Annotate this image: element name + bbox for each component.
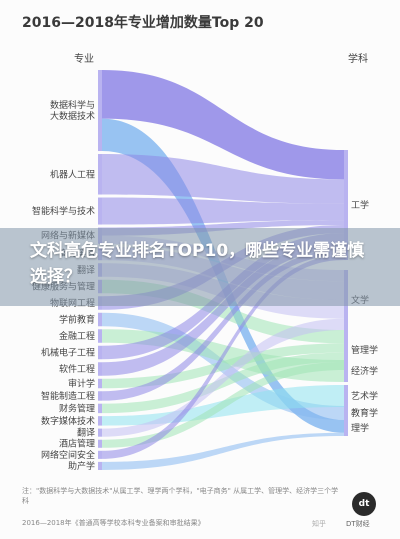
source-node-bar: [98, 345, 102, 360]
right-column-header: 学科: [348, 54, 368, 65]
chart-note: 注："数据科学与大数据技术"从属工学、理学两个学科，"电子商务" 从属工学、管理…: [22, 487, 339, 505]
source-node-label: 金融工程: [59, 330, 95, 342]
target-node-bar: [344, 330, 348, 370]
flow-link: [102, 241, 344, 376]
source-node-label: 数字媒体技术: [41, 415, 95, 427]
source-node-label: 财务管理: [59, 402, 95, 414]
source-node-bar: [98, 329, 102, 343]
flow-link: [102, 318, 344, 437]
flow-link: [102, 70, 344, 180]
target-node-bar: [344, 385, 348, 407]
source-node-label: 机械电子工程: [41, 347, 95, 359]
brand-logo-icon: dt: [352, 492, 376, 516]
flow-link: [102, 154, 344, 204]
source-node-label: 智能制造工程: [41, 390, 95, 402]
source-node-bar: [98, 197, 102, 225]
source-node-label: 翻译: [77, 428, 95, 439]
source-node-bar: [98, 362, 102, 376]
source-node-bar: [98, 461, 102, 470]
headline-banner: [0, 228, 400, 306]
flow-link: [102, 249, 344, 401]
flow-link: [102, 255, 344, 459]
source-node-bar: [98, 403, 102, 414]
source-node-bar: [98, 391, 102, 401]
flow-link: [102, 197, 344, 225]
source-node-label: 机器人工程: [50, 168, 95, 180]
source-node-bar: [98, 450, 102, 459]
target-node-bar: [344, 406, 348, 420]
target-node-label: 工学: [351, 199, 369, 211]
source-node-label: 网络空间安全: [41, 449, 95, 461]
headline-text: 文科高危专业排名TOP10，哪些专业需谨慎选择？: [30, 241, 365, 287]
chart-title: 2016—2018年专业增加数量Top 20: [22, 15, 264, 31]
source-node-bar: [98, 378, 102, 389]
target-node-label: 艺术学: [351, 390, 378, 402]
source-node-bar: [98, 428, 102, 437]
target-node-bar: [344, 420, 348, 436]
target-node-label: 理学: [351, 422, 369, 434]
source-node-label: 数据科学与大数据技术: [50, 99, 95, 122]
source-node-label: 酒店管理: [59, 438, 95, 450]
source-node-label: 智能科学与技术: [32, 205, 95, 217]
source-node-bar: [98, 416, 102, 426]
brand-logo-label: DT财经: [346, 520, 370, 528]
target-node-label: 教育学: [351, 407, 378, 419]
source-node-bar: [98, 439, 102, 448]
target-node-bar: [344, 360, 348, 382]
source-node-label: 助产学: [68, 460, 95, 472]
source-node-label: 审计学: [68, 378, 95, 390]
source-node-bar: [98, 312, 102, 327]
target-node-label: 经济学: [351, 365, 378, 377]
chart-source: 2016—2018年《普通高等学校本科专业备案和审批结果》: [22, 519, 205, 527]
left-column-header: 专业: [74, 54, 94, 65]
source-node-bar: [98, 70, 102, 152]
watermark-text: 知乎: [312, 520, 326, 528]
target-node-label: 管理学: [351, 344, 378, 356]
target-node-bar: [344, 150, 348, 260]
source-node-bar: [98, 154, 102, 195]
source-node-label: 学前教育: [59, 314, 95, 326]
flow-link: [102, 362, 344, 448]
source-node-label: 软件工程: [59, 363, 95, 375]
flow-link: [102, 432, 344, 470]
